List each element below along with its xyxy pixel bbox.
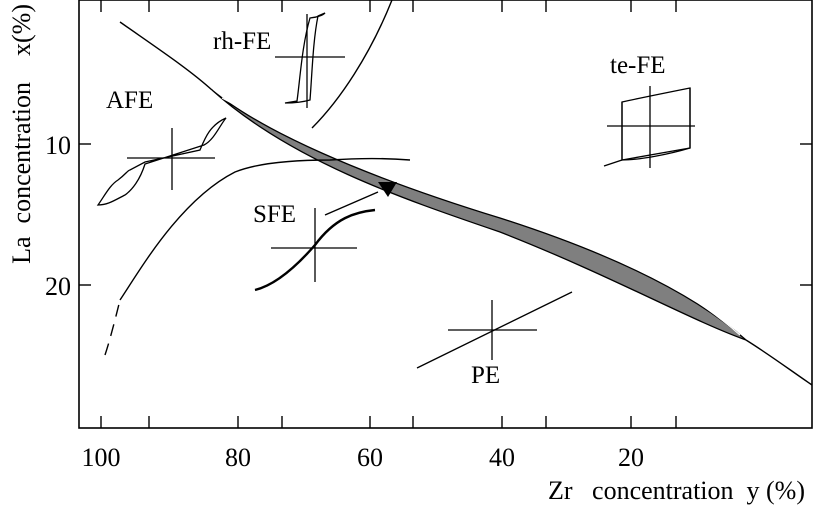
x-tick-label: 80	[225, 443, 251, 472]
phase-boundaries	[104, 0, 813, 386]
boundary-afe-fe	[119, 21, 213, 91]
te-fe-label: te-FE	[610, 52, 666, 79]
boundary-afe-pe-dashed	[104, 299, 121, 356]
x-tick-label: 40	[489, 443, 515, 472]
plot-frame	[78, 0, 813, 429]
x-tick-labels: 100 80 60 40 20	[82, 443, 645, 472]
y-tick-labels: 10 20	[45, 131, 71, 301]
x-axis-title: Zr concentration y (%)	[548, 476, 805, 505]
sfe-loop-icon	[254, 208, 376, 292]
boundary-afe-pe	[119, 157, 411, 301]
y-tick-label: 10	[45, 131, 71, 160]
pe-label: PE	[471, 362, 500, 389]
sfe-pointer-arrow	[324, 182, 397, 216]
rh-fe-label: rh-FE	[213, 28, 271, 55]
sfe-region-highlight	[221, 97, 741, 336]
te-fe-loop-icon	[603, 86, 695, 168]
y-tick-label: 20	[45, 272, 71, 301]
x-tick-label: 60	[357, 443, 383, 472]
pe-line-icon	[416, 291, 573, 369]
x-tick-label: 20	[618, 443, 644, 472]
rh-fe-loop-icon	[275, 12, 345, 108]
x-tick-label: 100	[82, 443, 121, 472]
axis-ticks	[79, 0, 812, 428]
boundary-fe-pe	[745, 339, 813, 386]
boundary-rh-te	[311, 0, 393, 129]
y-axis-title: La concentration x(%)	[7, 4, 36, 264]
sfe-label: SFE	[253, 201, 296, 228]
afe-loop-icon	[96, 117, 227, 206]
afe-label: AFE	[106, 87, 153, 114]
